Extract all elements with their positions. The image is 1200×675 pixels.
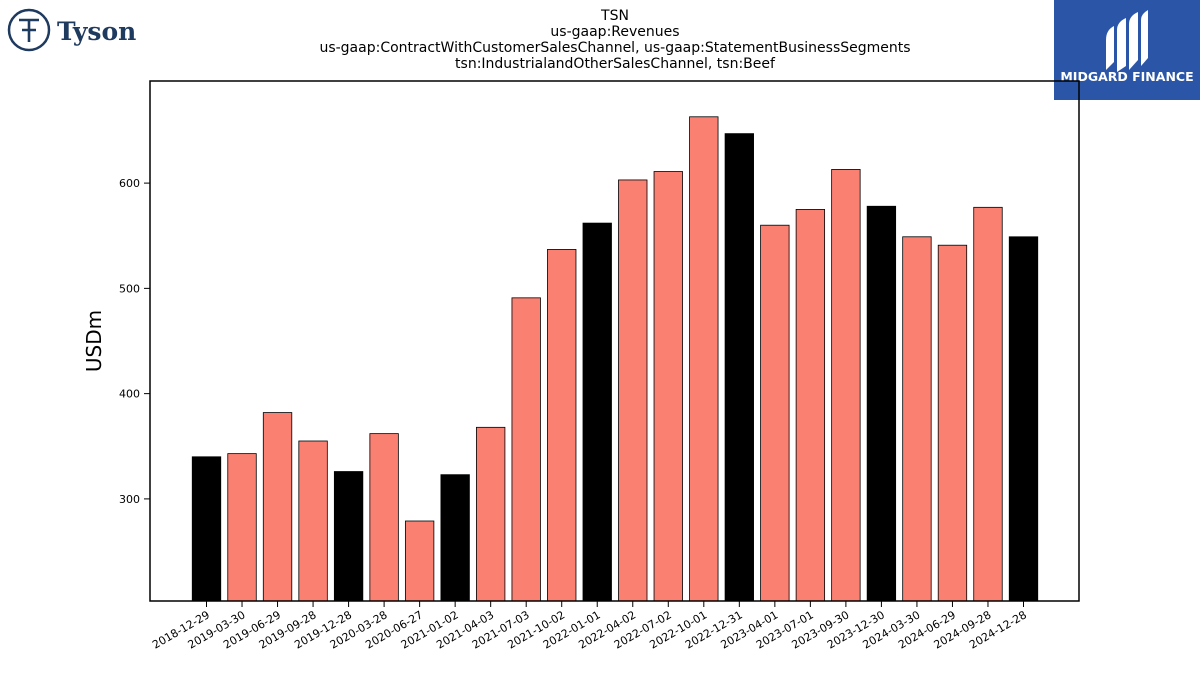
bar	[866, 205, 897, 602]
bar	[262, 412, 293, 602]
bar	[937, 244, 968, 602]
chart-title-line: tsn:IndustrialandOtherSalesChannel, tsn:…	[455, 56, 776, 72]
bar	[1008, 236, 1039, 602]
bar	[760, 224, 790, 602]
bar	[831, 169, 861, 602]
bar	[333, 471, 364, 602]
bar	[440, 474, 470, 602]
bar	[547, 249, 577, 602]
bar	[227, 453, 257, 602]
chart-title: TSN us-gaap:Revenues us-gaap:ContractWit…	[319, 8, 910, 72]
bar	[511, 297, 541, 602]
bar	[653, 171, 683, 602]
bar	[618, 179, 648, 602]
y-axis-ticks: 300 400 500 600	[119, 177, 150, 506]
bar	[298, 440, 328, 602]
chart-title-line: TSN	[600, 8, 629, 24]
y-axis-label: USDm	[82, 310, 106, 372]
plot-frame	[149, 80, 1080, 602]
y-tick-label: 500	[119, 282, 140, 295]
y-tick-label: 600	[119, 177, 140, 190]
tyson-logo: Tyson	[7, 8, 136, 52]
tyson-logo-text: Tyson	[57, 17, 136, 46]
bar	[582, 222, 612, 602]
bar	[369, 433, 399, 602]
midgard-logo: MIDGARD FINANCE	[1054, 0, 1200, 100]
midgard-logo-bg	[1054, 0, 1200, 100]
chart-title-line: us-gaap:ContractWithCustomerSalesChannel…	[319, 40, 910, 56]
midgard-emblem-icon	[1106, 10, 1148, 72]
bar	[689, 116, 719, 602]
midgard-logo-text: MIDGARD FINANCE	[1060, 69, 1193, 84]
bar	[902, 236, 932, 602]
chart-title-line: us-gaap:Revenues	[550, 24, 679, 40]
bar	[404, 520, 435, 602]
bar	[724, 133, 754, 602]
y-tick-label: 300	[119, 493, 140, 506]
bar	[973, 206, 1003, 602]
tyson-emblem-icon	[7, 8, 51, 52]
bar-series	[191, 116, 1039, 602]
tyson-t-glyph	[19, 18, 39, 42]
bar	[191, 456, 222, 602]
y-tick-label: 400	[119, 388, 140, 401]
bar	[476, 426, 506, 602]
bar	[795, 209, 826, 602]
x-axis-ticks: 2018-12-292019-03-302019-06-292019-09-28…	[150, 601, 1029, 652]
